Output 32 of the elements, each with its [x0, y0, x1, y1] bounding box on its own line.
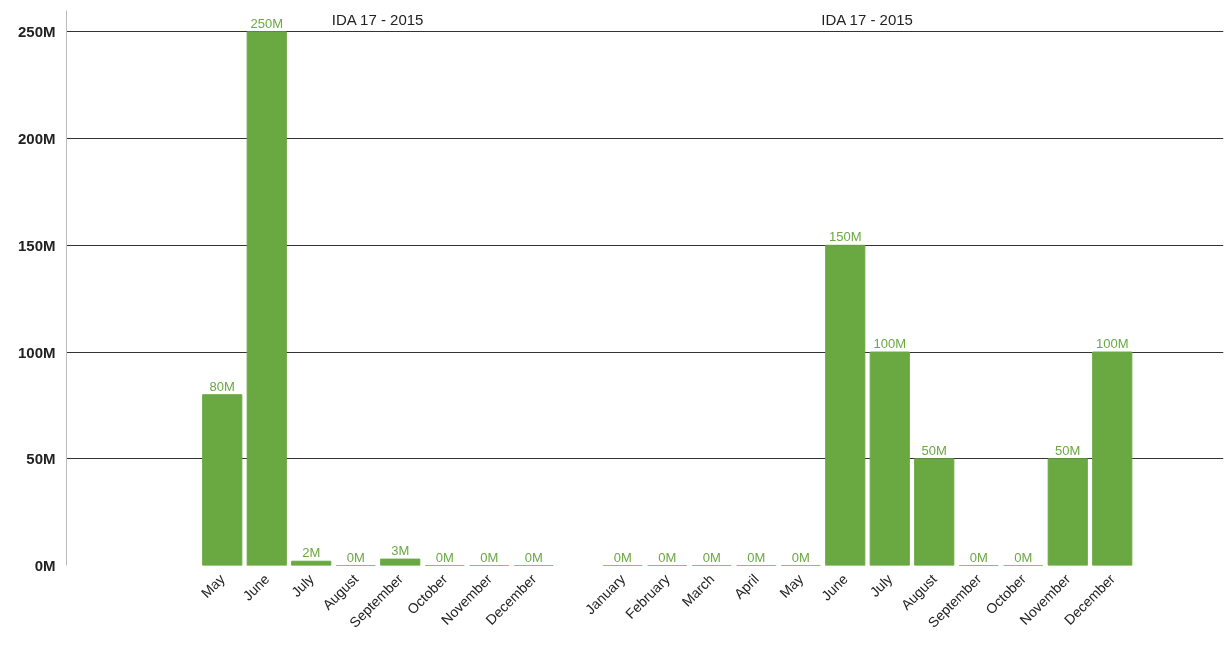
data-label: 0M — [747, 549, 766, 565]
data-label: 80M — [209, 378, 235, 394]
data-label: 0M — [435, 549, 454, 565]
data-label: 250M — [250, 15, 284, 31]
y-tick-label: 250M — [17, 23, 56, 41]
data-label: 0M — [702, 549, 721, 565]
x-tick-label: May — [776, 570, 807, 601]
data-label: 0M — [1014, 549, 1033, 565]
y-tick-label: 150M — [17, 236, 56, 254]
x-tick-label: May — [197, 570, 228, 601]
data-label: 0M — [524, 549, 543, 565]
data-label: 2M — [302, 545, 321, 561]
y-tick-label: 200M — [17, 130, 56, 148]
data-label: 0M — [658, 549, 677, 565]
data-label: 0M — [791, 549, 810, 565]
y-tick-label: 50M — [26, 450, 56, 468]
annotation: IDA 17 - 2015 — [821, 10, 913, 28]
y-tick-label: 100M — [17, 343, 56, 361]
data-label: 0M — [480, 549, 499, 565]
data-label: 50M — [1055, 442, 1081, 458]
data-label: 100M — [1095, 336, 1129, 352]
annotation: IDA 17 - 2015 — [331, 10, 424, 28]
data-label: 3M — [391, 543, 410, 559]
x-tick-label: July — [287, 570, 317, 600]
y-tick-label: 0M — [34, 557, 56, 574]
data-label: 0M — [346, 549, 365, 565]
x-tick-label: July — [866, 570, 896, 600]
data-label: 100M — [873, 336, 907, 352]
data-label: 50M — [921, 442, 947, 458]
data-label: 0M — [969, 549, 988, 565]
data-label: 150M — [828, 229, 862, 245]
data-label: 0M — [613, 549, 632, 565]
